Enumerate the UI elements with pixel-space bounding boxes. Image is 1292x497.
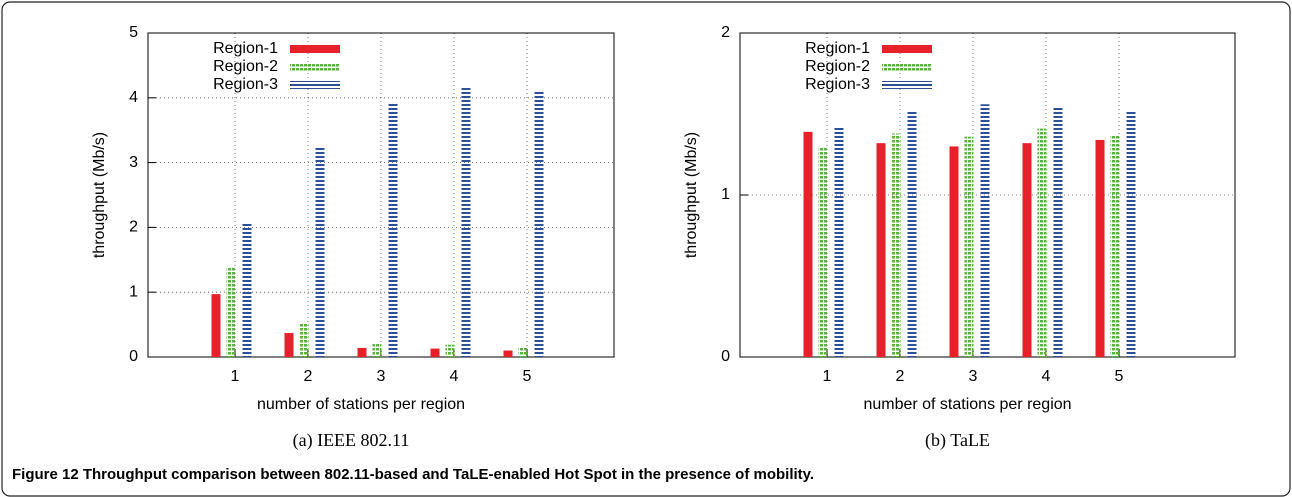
bar bbox=[430, 348, 440, 357]
bar bbox=[315, 146, 325, 357]
figure-caption: Figure 12 Throughput comparison between … bbox=[12, 466, 814, 483]
bar bbox=[1037, 128, 1047, 357]
x-tick-label: 3 bbox=[377, 368, 386, 385]
bar bbox=[388, 102, 398, 357]
legend-label: Region-3 bbox=[805, 76, 870, 93]
bar bbox=[891, 133, 901, 357]
legend-swatch bbox=[882, 81, 932, 89]
y-axis-label: throughput (Mb/s) bbox=[683, 132, 700, 258]
y-axis-label: throughput (Mb/s) bbox=[91, 132, 108, 258]
x-tick-label: 5 bbox=[1115, 368, 1124, 385]
bar bbox=[299, 322, 309, 357]
bar bbox=[949, 146, 959, 357]
y-tick-label: 4 bbox=[129, 89, 138, 106]
bar bbox=[284, 333, 294, 357]
bar bbox=[834, 126, 844, 358]
x-tick-label: 3 bbox=[969, 368, 978, 385]
x-axis-label: number of stations per region bbox=[863, 396, 1071, 413]
bar bbox=[445, 344, 455, 357]
y-tick-label: 5 bbox=[129, 24, 138, 41]
legend-swatch bbox=[290, 81, 340, 89]
x-axis-label: number of stations per region bbox=[257, 396, 465, 413]
x-tick-label: 2 bbox=[304, 368, 313, 385]
y-tick-label: 3 bbox=[129, 154, 138, 171]
bar bbox=[1022, 143, 1032, 357]
bar bbox=[211, 294, 221, 357]
legend-label: Region-1 bbox=[805, 40, 870, 57]
bar bbox=[964, 136, 974, 357]
x-tick-label: 1 bbox=[823, 368, 832, 385]
bar bbox=[226, 266, 236, 357]
legend-swatch bbox=[290, 63, 340, 71]
bar bbox=[357, 347, 367, 357]
bar bbox=[518, 346, 528, 357]
legend-label: Region-2 bbox=[213, 58, 278, 75]
bar bbox=[803, 131, 813, 357]
bar bbox=[461, 86, 471, 358]
legend-swatch bbox=[290, 45, 340, 53]
y-tick-label: 2 bbox=[129, 219, 138, 236]
bar bbox=[372, 344, 382, 357]
legend-label: Region-1 bbox=[213, 40, 278, 57]
legend-swatch bbox=[882, 45, 932, 53]
subtitle: (a) IEEE 802.11 bbox=[293, 430, 410, 451]
bar bbox=[534, 90, 544, 358]
bar bbox=[1053, 107, 1063, 358]
x-tick-label: 4 bbox=[450, 368, 459, 385]
legend-swatch bbox=[882, 63, 932, 71]
bar bbox=[503, 350, 513, 357]
y-tick-label: 0 bbox=[721, 348, 730, 365]
bar bbox=[1095, 139, 1105, 357]
legend-label: Region-2 bbox=[805, 58, 870, 75]
y-tick-label: 0 bbox=[129, 348, 138, 365]
legend-label: Region-3 bbox=[213, 76, 278, 93]
bar bbox=[980, 104, 990, 357]
y-tick-label: 1 bbox=[129, 283, 138, 300]
bar bbox=[1126, 110, 1136, 357]
y-tick-label: 2 bbox=[721, 24, 730, 41]
bar bbox=[818, 148, 828, 357]
bar bbox=[876, 143, 886, 357]
x-tick-label: 2 bbox=[896, 368, 905, 385]
x-tick-label: 1 bbox=[231, 368, 240, 385]
subtitle: (b) TaLE bbox=[925, 430, 990, 451]
bar bbox=[242, 222, 252, 357]
x-tick-label: 5 bbox=[523, 368, 532, 385]
y-tick-label: 1 bbox=[721, 186, 730, 203]
x-tick-label: 4 bbox=[1042, 368, 1051, 385]
bar bbox=[1110, 135, 1120, 357]
bar bbox=[907, 110, 917, 357]
